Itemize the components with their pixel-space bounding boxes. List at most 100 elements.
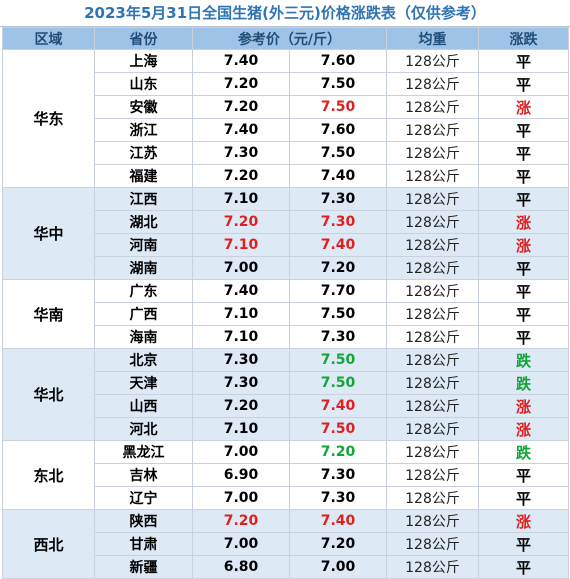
region-cell: 华东 (2, 49, 95, 188)
price-low-cell: 6.90 (192, 463, 290, 487)
trend-cell: 跌 (478, 348, 569, 372)
trend-cell: 平 (478, 141, 569, 165)
province-cell: 广西 (94, 302, 193, 326)
price-high-cell: 7.20 (289, 440, 387, 464)
price-low-cell: 7.00 (192, 440, 290, 464)
price-low-cell: 7.00 (192, 486, 290, 510)
price-high-cell: 7.50 (289, 417, 387, 441)
price-high-cell: 7.70 (289, 279, 387, 303)
price-low-cell: 7.20 (192, 72, 290, 96)
trend-cell: 平 (478, 72, 569, 96)
price-high-cell: 7.00 (289, 555, 387, 579)
weight-cell: 128公斤 (386, 233, 479, 257)
trend-cell: 跌 (478, 440, 569, 464)
weight-cell: 128公斤 (386, 302, 479, 326)
table-row: 湖北 7.20 7.30 128公斤涨 (3, 210, 569, 234)
price-low-cell: 7.20 (192, 164, 290, 188)
region-cell: 华南 (2, 279, 95, 349)
province-cell: 河南 (94, 233, 193, 257)
province-cell: 江西 (94, 187, 193, 211)
weight-cell: 128公斤 (386, 394, 479, 418)
trend-cell: 涨 (478, 233, 569, 257)
trend-cell: 涨 (478, 417, 569, 441)
table-row: 天津 7.30 7.50 128公斤跌 (3, 371, 569, 395)
province-cell: 黑龙江 (94, 440, 193, 464)
weight-cell: 128公斤 (386, 486, 479, 510)
trend-cell: 平 (478, 164, 569, 188)
table-row: 浙江 7.40 7.60 128公斤平 (3, 118, 569, 142)
table-row: 华北 北京 7.30 7.50 128公斤跌 (2, 348, 569, 441)
province-cell: 上海 (94, 49, 193, 73)
table-row: 东北 黑龙江 7.00 7.20 128公斤跌 (2, 440, 569, 510)
trend-cell: 涨 (478, 95, 569, 119)
weight-cell: 128公斤 (386, 417, 479, 441)
header-trend: 涨跌 (478, 27, 569, 50)
price-low-cell: 7.10 (192, 417, 290, 441)
price-high-cell: 7.50 (289, 302, 387, 326)
weight-cell: 128公斤 (386, 118, 479, 142)
weight-cell: 128公斤 (386, 72, 479, 96)
trend-cell: 平 (478, 463, 569, 487)
price-low-cell: 7.10 (192, 302, 290, 326)
weight-cell: 128公斤 (386, 256, 479, 280)
price-high-cell: 7.20 (289, 532, 387, 556)
weight-cell: 128公斤 (386, 187, 479, 211)
province-cell: 河北 (94, 417, 193, 441)
trend-cell: 平 (478, 532, 569, 556)
weight-cell: 128公斤 (386, 95, 479, 119)
sheet-title: 2023年5月31日全国生猪(外三元)价格涨跌表（仅供参考） (0, 0, 570, 27)
price-low-cell: 7.20 (192, 95, 290, 119)
price-high-cell: 7.40 (289, 509, 387, 533)
price-low-cell: 6.80 (192, 555, 290, 579)
province-cell: 甘肃 (94, 532, 193, 556)
price-low-cell: 7.40 (192, 279, 290, 303)
header-province: 省份 (94, 27, 193, 50)
table-row: 海南 7.10 7.30 128公斤平 (3, 325, 569, 349)
price-high-cell: 7.50 (289, 141, 387, 165)
price-low-cell: 7.30 (192, 371, 290, 395)
price-high-cell: 7.50 (289, 348, 387, 372)
weight-cell: 128公斤 (386, 49, 479, 73)
price-low-cell: 7.10 (192, 233, 290, 257)
province-cell: 湖南 (94, 256, 193, 280)
table-row: 福建 7.20 7.40 128公斤平 (3, 164, 569, 188)
weight-cell: 128公斤 (386, 555, 479, 579)
trend-cell: 跌 (478, 371, 569, 395)
price-high-cell: 7.60 (289, 118, 387, 142)
price-high-cell: 7.20 (289, 256, 387, 280)
province-cell: 湖北 (94, 210, 193, 234)
province-cell: 广东 (94, 279, 193, 303)
weight-cell: 128公斤 (386, 371, 479, 395)
trend-cell: 平 (478, 49, 569, 73)
price-high-cell: 7.30 (289, 463, 387, 487)
table-row: 广西 7.10 7.50 128公斤平 (3, 302, 569, 326)
header-weight: 均重 (386, 27, 479, 50)
region-cell: 华北 (2, 348, 95, 441)
province-cell: 新疆 (94, 555, 193, 579)
region-cell: 华中 (2, 187, 95, 280)
table-body: 华东 上海 7.40 7.60 128公斤平山东 7.20 7.50 128公斤平安徽 7.20… (2, 49, 569, 579)
weight-cell: 128公斤 (386, 325, 479, 349)
trend-cell: 平 (478, 256, 569, 280)
price-low-cell: 7.30 (192, 348, 290, 372)
header-price: 参考价（元/斤） (192, 27, 387, 50)
weight-cell: 128公斤 (386, 440, 479, 464)
price-low-cell: 7.20 (192, 509, 290, 533)
price-high-cell: 7.50 (289, 72, 387, 96)
weight-cell: 128公斤 (386, 141, 479, 165)
province-cell: 辽宁 (94, 486, 193, 510)
region-cell: 东北 (2, 440, 95, 510)
price-high-cell: 7.30 (289, 486, 387, 510)
province-cell: 安徽 (94, 95, 193, 119)
province-cell: 天津 (94, 371, 193, 395)
table-row: 华中 江西 7.10 7.30 128公斤平 (2, 187, 569, 280)
table-row: 山东 7.20 7.50 128公斤平 (3, 72, 569, 96)
trend-cell: 涨 (478, 210, 569, 234)
price-table: 区域 省份 参考价（元/斤） 均重 涨跌 华东 上海 7.40 7.60 128公斤平山… (2, 27, 569, 579)
province-cell: 江苏 (94, 141, 193, 165)
table-row: 辽宁 7.00 7.30 128公斤平 (3, 486, 569, 510)
weight-cell: 128公斤 (386, 509, 479, 533)
province-cell: 山东 (94, 72, 193, 96)
province-cell: 山西 (94, 394, 193, 418)
